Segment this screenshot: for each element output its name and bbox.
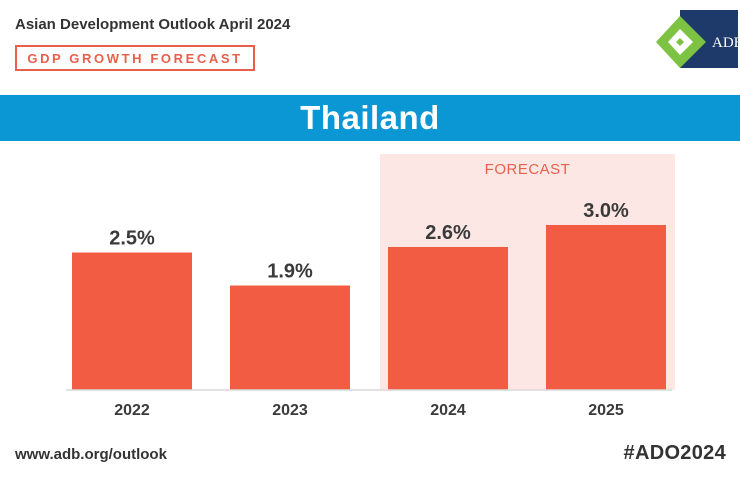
footer-url[interactable]: www.adb.org/outlook: [15, 446, 167, 463]
gdp-bar-chart: FORECAST 2.5% 2022 1.9% 2023 2.6% 2024 3.0% 202…: [66, 154, 675, 419]
bar-2023: [230, 285, 350, 390]
country-banner: Thailand: [0, 95, 740, 141]
chart-subtitle: GDP GROWTH FORECAST: [15, 45, 255, 71]
value-label-2024: 2.6%: [425, 222, 471, 244]
value-label-2025: 3.0%: [583, 200, 629, 222]
bar-2022: [72, 252, 192, 390]
bar-2024: [388, 247, 508, 390]
bar-2025: [546, 225, 666, 390]
value-label-2022: 2.5%: [109, 228, 155, 250]
country-title: Thailand: [300, 99, 440, 136]
publication-title: Asian Development Outlook April 2024: [15, 16, 291, 33]
footer-hashtag: #ADO2024: [623, 442, 726, 464]
x-tick-2025: 2025: [588, 402, 624, 419]
x-tick-2023: 2023: [272, 402, 308, 419]
value-label-2023: 1.9%: [267, 261, 313, 283]
adb-logo: ADB: [656, 10, 740, 68]
x-tick-2022: 2022: [114, 402, 150, 419]
x-tick-2024: 2024: [430, 402, 466, 419]
forecast-label: FORECAST: [485, 161, 571, 178]
logo-text: ADB: [712, 35, 740, 51]
